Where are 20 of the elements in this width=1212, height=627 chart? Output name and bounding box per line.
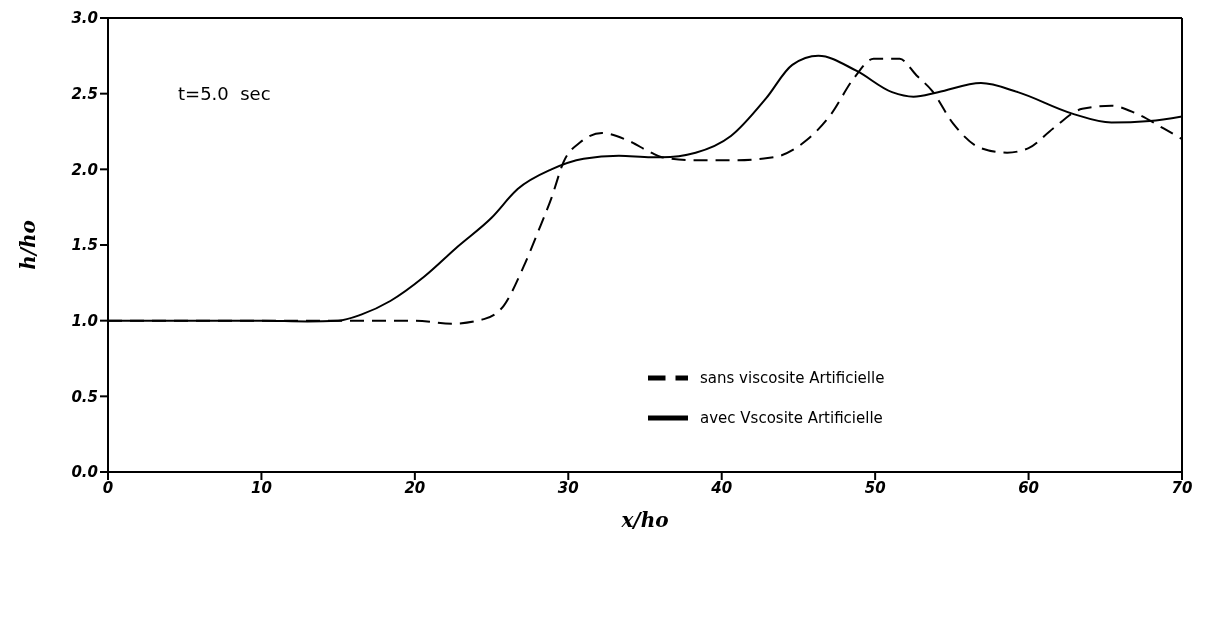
y-tick-label: 0.5 — [71, 387, 98, 406]
y-axis-title: h/ho — [16, 220, 41, 270]
legend-label: sans viscosite Artificielle — [700, 368, 885, 387]
x-tick-label: 10 — [250, 478, 272, 497]
x-tick-label: 20 — [404, 478, 426, 497]
y-tick-label: 0.0 — [71, 463, 98, 482]
y-tick-label: 2.0 — [71, 160, 98, 179]
legend-label: avec Vscosite Artificielle — [700, 408, 883, 427]
x-tick-label: 70 — [1171, 478, 1193, 497]
x-tick-label: 50 — [864, 478, 886, 497]
y-tick-label: 3.0 — [71, 9, 98, 28]
x-tick-label: 30 — [557, 478, 579, 497]
y-tick-label: 1.5 — [71, 236, 98, 255]
x-axis-title: x/ho — [620, 508, 669, 532]
x-tick-label: 60 — [1018, 478, 1040, 497]
x-tick-label: 40 — [710, 478, 733, 497]
y-tick-label: 2.5 — [71, 84, 98, 103]
x-tick-label: 0 — [102, 478, 114, 497]
y-tick-label: 1.0 — [71, 311, 98, 330]
annotation: t=5.0 sec — [178, 83, 271, 104]
